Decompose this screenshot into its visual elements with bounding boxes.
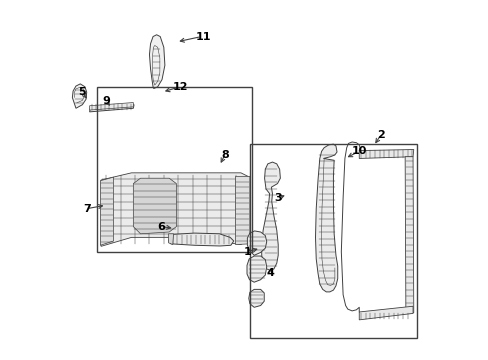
Polygon shape bbox=[261, 162, 280, 270]
Polygon shape bbox=[359, 306, 412, 320]
Text: 7: 7 bbox=[82, 204, 90, 214]
Polygon shape bbox=[168, 234, 173, 244]
Polygon shape bbox=[149, 35, 164, 89]
Text: 4: 4 bbox=[266, 268, 274, 278]
Text: 6: 6 bbox=[157, 222, 165, 231]
Bar bbox=[97, 87, 251, 252]
Text: 9: 9 bbox=[102, 96, 110, 106]
Polygon shape bbox=[100, 177, 113, 245]
Text: 2: 2 bbox=[376, 130, 384, 140]
Polygon shape bbox=[101, 173, 247, 246]
Polygon shape bbox=[89, 103, 133, 110]
Text: 3: 3 bbox=[274, 193, 282, 203]
Polygon shape bbox=[247, 231, 266, 255]
Polygon shape bbox=[89, 105, 134, 112]
Polygon shape bbox=[405, 157, 413, 314]
Text: 8: 8 bbox=[221, 150, 228, 160]
Polygon shape bbox=[246, 256, 266, 282]
Text: 1: 1 bbox=[243, 247, 251, 257]
Text: 11: 11 bbox=[195, 32, 211, 41]
Polygon shape bbox=[72, 84, 86, 108]
Polygon shape bbox=[248, 289, 264, 307]
Text: 5: 5 bbox=[79, 87, 86, 97]
Polygon shape bbox=[235, 176, 249, 244]
Polygon shape bbox=[168, 233, 233, 246]
Text: 10: 10 bbox=[351, 146, 366, 156]
Text: 12: 12 bbox=[172, 82, 187, 92]
Polygon shape bbox=[359, 149, 413, 158]
Bar bbox=[249, 144, 416, 338]
Polygon shape bbox=[315, 144, 337, 292]
Polygon shape bbox=[133, 178, 176, 234]
